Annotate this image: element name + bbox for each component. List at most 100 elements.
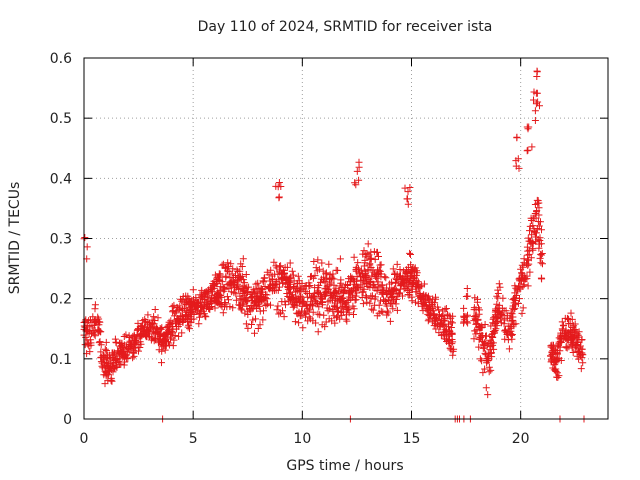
data-point xyxy=(363,250,371,258)
data-point xyxy=(186,325,193,333)
data-point xyxy=(355,163,363,171)
data-point xyxy=(151,306,159,313)
data-point xyxy=(329,296,336,304)
data-point xyxy=(345,309,353,317)
data-point xyxy=(81,341,89,349)
data-point xyxy=(539,260,546,268)
data-point xyxy=(169,329,176,337)
data-point xyxy=(476,330,484,337)
data-point xyxy=(270,258,278,266)
data-point xyxy=(533,196,541,204)
data-point xyxy=(381,273,389,281)
data-point xyxy=(354,259,362,267)
data-point xyxy=(162,335,170,343)
data-point xyxy=(144,311,152,319)
data-point xyxy=(362,292,370,300)
y-axis-label: SRMTID / TECUs xyxy=(7,182,23,295)
data-point xyxy=(293,279,301,287)
data-point xyxy=(529,222,537,230)
data-point xyxy=(229,265,237,273)
data-point xyxy=(218,261,226,269)
data-point xyxy=(400,285,408,293)
data-point xyxy=(292,288,300,296)
data-point xyxy=(357,273,364,281)
data-point xyxy=(481,365,489,373)
data-point xyxy=(535,222,543,230)
data-point xyxy=(133,326,141,334)
data-point xyxy=(237,305,245,313)
data-point xyxy=(366,299,374,307)
data-point xyxy=(110,351,118,359)
data-point xyxy=(209,282,217,290)
data-point xyxy=(380,296,387,304)
data-point xyxy=(338,294,346,302)
data-point xyxy=(185,317,193,325)
data-point xyxy=(134,319,142,327)
data-point xyxy=(298,293,306,301)
data-point xyxy=(198,286,206,294)
data-point xyxy=(525,123,533,131)
data-point xyxy=(531,210,539,217)
data-point xyxy=(524,234,532,242)
data-point xyxy=(260,307,267,315)
data-point xyxy=(524,125,532,133)
data-point xyxy=(334,307,342,315)
data-point xyxy=(478,357,486,365)
data-point xyxy=(383,290,391,298)
data-point xyxy=(440,328,448,336)
data-point xyxy=(480,339,488,347)
data-point xyxy=(526,227,533,235)
data-point xyxy=(256,321,264,329)
data-point xyxy=(288,295,296,303)
data-point xyxy=(163,333,171,341)
data-point xyxy=(374,283,382,291)
data-point xyxy=(281,274,289,282)
data-point xyxy=(463,285,471,292)
data-point xyxy=(275,179,283,186)
data-point xyxy=(254,325,262,332)
data-point xyxy=(524,251,532,259)
data-point xyxy=(96,338,104,346)
data-point xyxy=(222,273,230,281)
data-point xyxy=(434,303,442,311)
data-point xyxy=(571,344,579,352)
data-point xyxy=(498,304,506,312)
data-point xyxy=(239,255,247,263)
data-point xyxy=(450,345,458,353)
data-point xyxy=(295,319,303,327)
data-point xyxy=(575,355,583,363)
data-point xyxy=(513,134,521,142)
data-point xyxy=(314,310,322,318)
data-point xyxy=(251,329,258,337)
data-point xyxy=(107,376,115,384)
data-point xyxy=(378,281,386,289)
data-point xyxy=(277,262,285,270)
data-point xyxy=(528,231,536,239)
data-point xyxy=(523,272,531,280)
data-point xyxy=(249,304,257,312)
data-point xyxy=(331,319,339,327)
data-point xyxy=(249,296,256,304)
data-point xyxy=(525,237,533,245)
data-point xyxy=(160,342,168,350)
data-point xyxy=(258,296,266,304)
data-point xyxy=(111,349,118,357)
x-tick-label: 5 xyxy=(189,431,198,447)
data-point xyxy=(282,301,289,309)
data-point xyxy=(186,306,194,314)
data-point xyxy=(286,278,294,286)
data-point xyxy=(391,269,399,277)
data-point xyxy=(104,354,112,362)
data-point xyxy=(501,335,509,343)
data-point xyxy=(573,347,581,355)
data-point xyxy=(262,302,270,310)
data-point xyxy=(102,347,110,354)
data-point xyxy=(347,288,355,295)
data-point xyxy=(182,292,190,300)
data-point xyxy=(170,336,178,344)
data-point xyxy=(332,284,340,292)
data-point xyxy=(126,337,134,345)
data-point xyxy=(291,318,299,326)
data-point xyxy=(285,275,293,283)
data-point xyxy=(259,316,267,324)
